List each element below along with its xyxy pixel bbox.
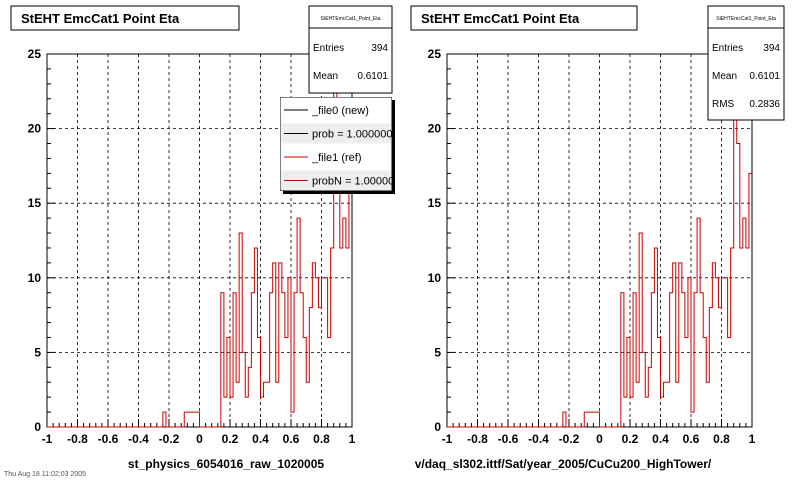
stats-label: RMS — [712, 99, 735, 110]
legend-entry-label: prob = 1.000000 — [312, 129, 392, 141]
x-tick-label: 1 — [349, 432, 356, 446]
y-tick-label: 25 — [428, 47, 442, 61]
y-tick-label: 10 — [428, 271, 442, 285]
stats-label: Entries — [313, 43, 344, 54]
x-tick-label: -0.8 — [67, 432, 88, 446]
y-tick-label: 15 — [28, 196, 42, 210]
y-tick-label: 0 — [434, 420, 441, 434]
x-tick-label: -0.2 — [159, 432, 180, 446]
stats-value: 0.6101 — [357, 71, 388, 82]
x-axis-label: v/daq_sl302.ittf/Sat/year_2005/CuCu200_H… — [415, 457, 712, 471]
x-tick-label: 0.8 — [713, 432, 730, 446]
y-tick-label: 20 — [428, 122, 442, 136]
y-tick-label: 15 — [428, 196, 442, 210]
legend-group: _file0 (new) prob = 1.000000 _file1 (ref) p… — [280, 97, 400, 191]
x-tick-label: 0.4 — [652, 432, 669, 446]
x-tick-label: -0.8 — [467, 432, 488, 446]
stats-label: Mean — [313, 71, 338, 82]
legend-entry-label: _file1 (ref) — [311, 152, 362, 164]
stats-value: 0.2836 — [749, 99, 780, 110]
y-tick-label: 10 — [28, 271, 42, 285]
x-tick-label: -1 — [442, 432, 453, 446]
y-tick-label: 5 — [34, 345, 41, 359]
x-tick-label: 1 — [749, 432, 756, 446]
y-tick-label: 0 — [34, 420, 41, 434]
y-tick-label: 20 — [28, 122, 42, 136]
histogram-series-line — [47, 68, 352, 428]
stats-box — [707, 5, 785, 121]
y-tick-label: 5 — [434, 345, 441, 359]
chart-title: StEHT EmcCat1 Point Eta — [21, 11, 180, 26]
title-box — [10, 5, 240, 31]
x-tick-label: -0.4 — [528, 432, 549, 446]
x-tick-label: -0.4 — [128, 432, 149, 446]
x-tick-label: -1 — [42, 432, 53, 446]
stats-box — [308, 5, 393, 94]
x-tick-label: 0 — [196, 432, 203, 446]
legend-stripe — [281, 170, 391, 191]
histogram-series-line — [447, 68, 752, 428]
y-tick-label: 25 — [28, 47, 42, 61]
x-axis-label: st_physics_6054016_raw_1020005 — [128, 457, 324, 471]
footer-timestamp: Thu Aug 18 11:02:03 2005 — [4, 471, 86, 478]
stats-label: Mean — [712, 71, 737, 82]
legend-entry-label: probN = 1.000000 — [312, 176, 400, 188]
x-tick-label: 0 — [596, 432, 603, 446]
x-tick-label: 0.2 — [222, 432, 239, 446]
title-box — [410, 5, 638, 31]
right-histogram-panel: -1 -0.8 -0.6 -0.4 -0.2 0 0.2 0.4 0.6 0.8 105101520… — [410, 5, 785, 471]
stats-title: StEHTEmcCat1_Point_Eta — [716, 16, 776, 22]
stats-value: 394 — [371, 43, 388, 54]
x-tick-label: 0.2 — [622, 432, 639, 446]
stats-title: StEHTEmcCat1_Point_Eta — [321, 16, 381, 22]
x-tick-label: -0.6 — [498, 432, 519, 446]
legend-stripe — [281, 123, 391, 144]
x-tick-label: 0.6 — [683, 432, 700, 446]
legend-entry-label: _file0 (new) — [311, 105, 369, 117]
x-tick-label: -0.2 — [559, 432, 580, 446]
left-histogram-panel: -1 -0.8 -0.6 -0.4 -0.2 0 0.2 0.4 0.6 0.8 105101520… — [10, 5, 400, 471]
chart-title: StEHT EmcCat1 Point Eta — [421, 11, 580, 26]
stats-value: 0.6101 — [749, 71, 780, 82]
x-tick-label: 0.8 — [313, 432, 330, 446]
x-tick-label: 0.6 — [283, 432, 300, 446]
stats-label: Entries — [712, 43, 743, 54]
x-tick-label: -0.6 — [98, 432, 119, 446]
stats-value: 394 — [763, 43, 780, 54]
x-tick-label: 0.4 — [252, 432, 269, 446]
